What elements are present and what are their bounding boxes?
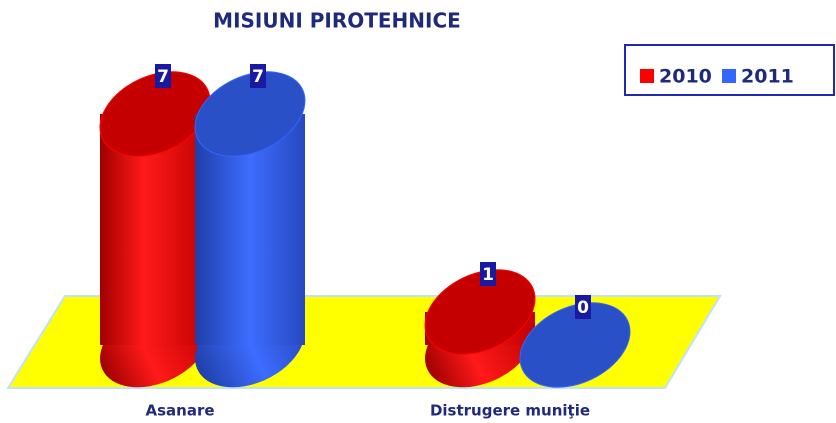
cylinder-top [424, 269, 536, 355]
x-tick-label: Distrugere muniţie [430, 402, 590, 420]
chart-title: MISIUNI PIROTEHNICE [213, 9, 461, 33]
cylinder [99, 71, 211, 388]
legend-label: 2010 [659, 66, 712, 88]
cylinder-top [194, 71, 306, 157]
x-tick-label: Asanare [145, 402, 214, 420]
cylinder-top [99, 71, 211, 157]
value-label-box [250, 64, 266, 88]
legend-swatch [640, 69, 654, 83]
value-label-box [155, 64, 171, 88]
cylinder [194, 71, 306, 388]
value-label: 1 [482, 265, 494, 285]
value-label: 7 [252, 67, 264, 87]
cylinder [519, 302, 631, 388]
value-label-box [480, 262, 496, 286]
value-label-box [575, 295, 591, 319]
cylinder [424, 269, 536, 388]
value-label: 0 [577, 298, 589, 318]
legend-label: 2011 [741, 66, 794, 88]
cylinder-top [519, 302, 631, 388]
legend-swatch [722, 69, 736, 83]
value-label: 7 [157, 67, 169, 87]
